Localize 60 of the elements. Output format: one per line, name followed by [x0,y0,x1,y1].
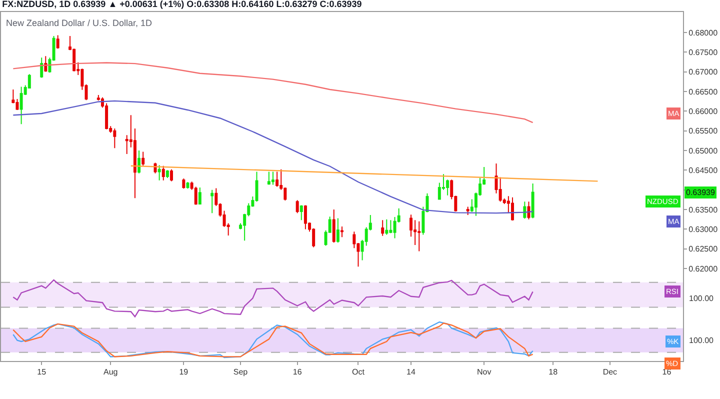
candlestick [511,196,514,222]
y-tick-label: 0.67000 [688,68,718,77]
y-tick-label: 0.68000 [688,28,718,38]
candlestick [276,171,279,188]
annotation: 0.63939 [686,188,716,197]
x-tick-label: 14 [406,368,416,377]
x-tick-label: Aug [103,368,118,377]
candlestick [523,201,526,220]
y-tick-label: 0.64500 [688,166,718,175]
candlestick [138,150,141,174]
candlestick [340,226,344,238]
candlestick [210,189,214,214]
y-tick-label: 0.62000 [688,264,718,274]
candlestick [381,220,384,236]
y-tick-label: 0.63000 [688,225,718,234]
candlestick [271,171,274,186]
x-tick-label: Dec [602,368,618,377]
line-series [12,62,534,124]
y-tick-label: 0.67500 [688,48,718,57]
y-tick-label: 0.66000 [688,106,718,116]
x-tick-label: 16 [292,368,302,377]
y-tick-label: 0.65000 [688,146,718,156]
candlestick [166,170,169,179]
candlestick [304,204,307,230]
candlestick [182,178,186,190]
candlestick [56,34,60,50]
candlestick [113,128,116,149]
candlestick [466,206,470,216]
candlestick [385,218,388,236]
candlestick [332,209,336,244]
text: New Zealand Dollar / U.S. Dollar, 1D [6,18,153,28]
candlestick [40,57,44,78]
x-tick-label: 18 [548,368,558,377]
candlestick [527,201,530,220]
x-tick-label: Nov [476,368,492,377]
y-tick-label: 0.65500 [688,126,718,136]
text: 100.00 [689,294,714,303]
candlestick [198,187,202,205]
candlestick [20,86,23,125]
y-tick-label: 0.62500 [688,244,718,254]
y-tick-label: 0.63500 [688,205,718,214]
candlestick [336,218,340,244]
candlestick [531,183,534,219]
x-tick-label: Sep [233,368,248,377]
candlestick [142,151,145,166]
candlestick [300,204,303,221]
chart-title: FX:NZDUSD, 1D 0.63939 ▲ +0.00631 (+1%) O:0.63308 H:0.64160 L:0.63279 C:0.63939 [2,0,362,9]
candlestick [267,171,270,186]
text: 100.00 [689,336,714,345]
candlestick [162,165,165,181]
y-tick-label: 0.66500 [688,87,718,96]
line-series [12,100,534,214]
candlestick [158,164,161,181]
candlestick [418,220,421,252]
candlestick [170,168,173,182]
candlestick [186,181,190,190]
x-tick-label: 19 [179,368,189,377]
x-tick-label: 15 [37,368,47,377]
x-tick-label: Oct [352,368,366,377]
candlestick [296,200,299,214]
